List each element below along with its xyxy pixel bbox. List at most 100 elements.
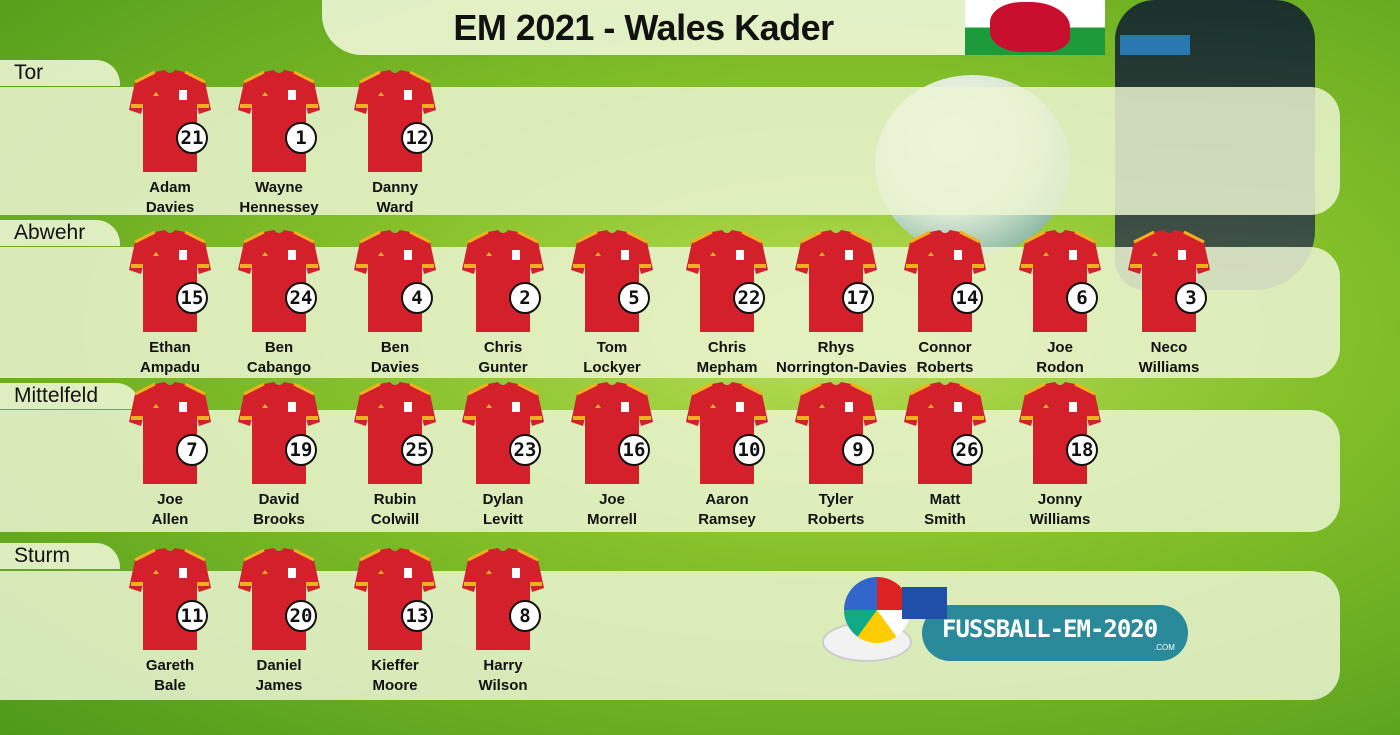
jersey-icon: 24 xyxy=(238,230,320,332)
player-card: 3 Neco Williams xyxy=(1109,230,1229,378)
jersey-icon: 16 xyxy=(571,382,653,484)
last-name: Ward xyxy=(376,199,414,216)
shirt-number: 23 xyxy=(509,434,541,466)
last-name: Moore xyxy=(372,677,418,694)
last-name: Rodon xyxy=(1036,359,1084,376)
player-card: 6 Joe Rodon xyxy=(1000,230,1120,378)
first-name: Daniel xyxy=(256,657,302,674)
first-name: Kieffer xyxy=(371,657,419,674)
jersey-icon: 26 xyxy=(904,382,986,484)
jersey-icon: 9 xyxy=(795,382,877,484)
player-name: Tom Lockyer xyxy=(552,338,672,378)
shirt-number: 8 xyxy=(509,600,541,632)
player-name: Chris Gunter xyxy=(443,338,563,378)
eu-flag-icon xyxy=(902,587,947,619)
section-label-tor: Tor xyxy=(0,60,120,86)
sock-stripe xyxy=(1120,35,1190,55)
player-card: 25 Rubin Colwill xyxy=(335,382,455,530)
shirt-number: 9 xyxy=(842,434,874,466)
player-card: 21 Adam Davies xyxy=(110,70,230,218)
player-name: Ben Davies xyxy=(335,338,455,378)
last-name: Morrell xyxy=(586,511,637,528)
first-name: David xyxy=(258,491,300,508)
shirt-number: 19 xyxy=(285,434,317,466)
jersey-icon: 20 xyxy=(238,548,320,650)
section-label-mittelfeld: Mittelfeld xyxy=(0,383,140,409)
jersey-icon: 22 xyxy=(686,230,768,332)
player-name: Wayne Hennessey xyxy=(219,178,339,218)
jersey-icon: 12 xyxy=(354,70,436,172)
shirt-number: 16 xyxy=(618,434,650,466)
last-name: Hennessey xyxy=(239,199,319,216)
last-name: Smith xyxy=(924,511,966,528)
first-name: Rhys xyxy=(817,339,855,356)
section-panel xyxy=(0,87,1340,215)
shirt-number: 24 xyxy=(285,282,317,314)
page-title: EM 2021 - Wales Kader xyxy=(453,6,834,48)
jersey-icon: 14 xyxy=(904,230,986,332)
last-name: Roberts xyxy=(807,511,865,528)
last-name: Ampadu xyxy=(140,359,200,376)
shirt-number: 7 xyxy=(176,434,208,466)
last-name: Norrington-Davies xyxy=(776,359,907,376)
jersey-icon: 6 xyxy=(1019,230,1101,332)
first-name: Chris xyxy=(483,339,523,356)
jersey-icon: 15 xyxy=(129,230,211,332)
first-name: Gareth xyxy=(145,657,195,674)
jersey-icon: 4 xyxy=(354,230,436,332)
first-name: Matt xyxy=(929,491,961,508)
last-name: Levitt xyxy=(482,511,523,528)
player-card: 14 Connor Roberts xyxy=(885,230,1005,378)
player-name: Jonny Williams xyxy=(1000,490,1120,530)
last-name: James xyxy=(255,677,303,694)
first-name: Adam xyxy=(149,179,191,196)
player-name: Kieffer Moore xyxy=(335,656,455,696)
player-card: 15 Ethan Ampadu xyxy=(110,230,230,378)
player-name: Joe Morrell xyxy=(552,490,672,530)
last-name: Colwill xyxy=(370,511,420,528)
shirt-number: 4 xyxy=(401,282,433,314)
shirt-number: 15 xyxy=(176,282,208,314)
shirt-number: 26 xyxy=(951,434,983,466)
jersey-icon: 10 xyxy=(686,382,768,484)
section-label-sturm: Sturm xyxy=(0,543,120,569)
player-name: Adam Davies xyxy=(110,178,230,218)
jersey-icon: 1 xyxy=(238,70,320,172)
player-card: 9 Tyler Roberts xyxy=(776,382,896,530)
last-name: Allen xyxy=(151,511,189,528)
shirt-number: 22 xyxy=(733,282,765,314)
player-card: 4 Ben Davies xyxy=(335,230,455,378)
shirt-number: 12 xyxy=(401,122,433,154)
player-card: 12 Danny Ward xyxy=(335,70,455,218)
first-name: Tom xyxy=(596,339,628,356)
section-label-abwehr: Abwehr xyxy=(0,220,120,246)
player-card: 23 Dylan Levitt xyxy=(443,382,563,530)
jersey-icon: 23 xyxy=(462,382,544,484)
player-card: 11 Gareth Bale xyxy=(110,548,230,696)
section-panel xyxy=(0,410,1340,532)
wales-flag-icon xyxy=(965,0,1105,55)
jersey-icon: 5 xyxy=(571,230,653,332)
last-name: Williams xyxy=(1138,359,1200,376)
first-name: Joe xyxy=(1047,339,1073,356)
player-name: Joe Allen xyxy=(110,490,230,530)
first-name: Tyler xyxy=(818,491,854,508)
player-card: 5 Tom Lockyer xyxy=(552,230,672,378)
player-name: Gareth Bale xyxy=(110,656,230,696)
jersey-icon: 18 xyxy=(1019,382,1101,484)
last-name: Mepham xyxy=(696,359,758,376)
jersey-icon: 11 xyxy=(129,548,211,650)
fussball-em-2020-logo: FUSSBALL-EM-2020 .COM xyxy=(822,577,1190,667)
first-name: Aaron xyxy=(705,491,749,508)
first-name: Jonny xyxy=(1037,491,1083,508)
player-name: Danny Ward xyxy=(335,178,455,218)
jersey-icon: 2 xyxy=(462,230,544,332)
last-name: Lockyer xyxy=(583,359,641,376)
last-name: Gunter xyxy=(478,359,528,376)
shirt-number: 2 xyxy=(509,282,541,314)
flag-ball-icon xyxy=(844,577,910,643)
first-name: Ethan xyxy=(149,339,191,356)
shirt-number: 3 xyxy=(1175,282,1207,314)
player-card: 8 Harry Wilson xyxy=(443,548,563,696)
jersey-icon: 17 xyxy=(795,230,877,332)
